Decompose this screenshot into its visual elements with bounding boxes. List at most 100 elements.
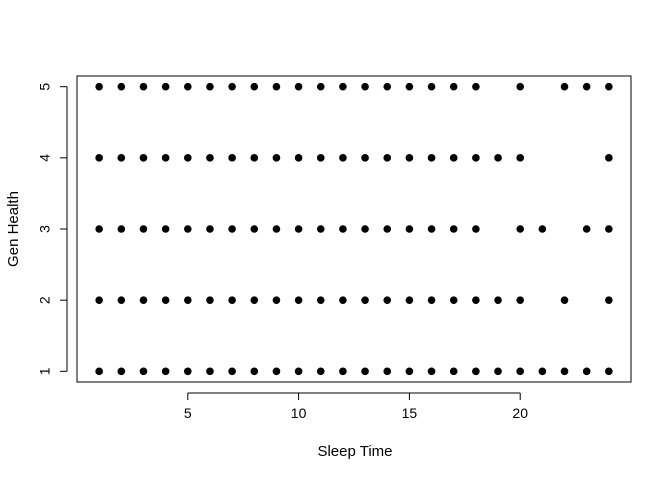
x-axis: 5 10 15 20 [184, 392, 528, 421]
data-point [139, 296, 148, 304]
y-tick-label: 2 [37, 296, 53, 304]
data-point [95, 82, 103, 91]
data-point [184, 367, 192, 376]
data-point [117, 296, 126, 304]
data-point [316, 154, 325, 162]
data-point [427, 225, 436, 233]
data-point [516, 154, 524, 162]
data-point [582, 367, 591, 376]
data-point [228, 82, 236, 91]
data-point [250, 82, 259, 91]
data-point [472, 154, 480, 162]
y-tick-label: 3 [37, 225, 53, 233]
data-point [427, 367, 436, 376]
data-point [472, 367, 480, 376]
data-point [405, 154, 414, 162]
data-point [560, 367, 569, 376]
data-point [605, 225, 613, 233]
data-point [250, 225, 259, 233]
data-point [250, 154, 259, 162]
data-point [516, 82, 524, 91]
data-point [449, 82, 458, 91]
data-point [95, 154, 103, 162]
data-point [272, 296, 281, 304]
data-point [516, 225, 524, 233]
data-point [95, 296, 103, 304]
x-tick-label: 20 [512, 405, 528, 421]
data-point [361, 82, 369, 91]
data-point [294, 154, 303, 162]
data-point [206, 296, 214, 304]
data-point [405, 367, 414, 376]
data-point [405, 82, 414, 91]
data-point [316, 225, 325, 233]
data-point [605, 367, 613, 376]
y-tick-label: 5 [37, 83, 53, 91]
data-point [361, 367, 369, 376]
data-point [605, 82, 613, 91]
points-layer [95, 82, 613, 376]
x-tick-label: 5 [184, 405, 192, 421]
data-point [250, 296, 259, 304]
data-point [272, 154, 281, 162]
data-point [494, 296, 502, 304]
data-point [605, 296, 613, 304]
data-point [405, 225, 414, 233]
data-point [184, 225, 192, 233]
data-point [339, 154, 347, 162]
data-point [316, 367, 325, 376]
data-point [582, 82, 591, 91]
data-point [427, 296, 436, 304]
data-point [538, 367, 547, 376]
data-point [161, 225, 170, 233]
y-axis: 1 2 3 4 5 [37, 83, 68, 375]
data-point [161, 367, 170, 376]
data-point [139, 154, 148, 162]
plot-frame [76, 75, 632, 383]
x-tick-label: 15 [402, 405, 418, 421]
y-axis-label: Gen Health [5, 191, 22, 267]
data-point [538, 225, 547, 233]
data-point [405, 296, 414, 304]
data-point [361, 296, 369, 304]
data-point [339, 225, 347, 233]
data-point [272, 367, 281, 376]
data-point [316, 82, 325, 91]
data-point [361, 225, 369, 233]
data-point [294, 367, 303, 376]
y-tick-label: 4 [37, 154, 53, 162]
data-point [228, 154, 236, 162]
y-tick-label: 1 [37, 367, 53, 375]
data-point [449, 154, 458, 162]
data-point [383, 154, 392, 162]
data-point [383, 367, 392, 376]
data-point [449, 225, 458, 233]
data-point [560, 296, 569, 304]
data-point [184, 82, 192, 91]
data-point [449, 367, 458, 376]
data-point [294, 296, 303, 304]
y-ticks: 1 2 3 4 5 [37, 83, 67, 375]
data-point [383, 296, 392, 304]
data-point [250, 367, 259, 376]
x-ticks: 5 10 15 20 [184, 393, 528, 421]
data-point [383, 225, 392, 233]
data-point [516, 296, 524, 304]
data-point [361, 154, 369, 162]
data-point [605, 154, 613, 162]
data-point [339, 82, 347, 91]
data-point [449, 296, 458, 304]
data-point [427, 154, 436, 162]
data-point [339, 367, 347, 376]
data-point [228, 367, 236, 376]
data-point [228, 296, 236, 304]
data-point [272, 225, 281, 233]
data-point [494, 367, 502, 376]
data-point [472, 296, 480, 304]
data-point [139, 82, 148, 91]
data-point [184, 154, 192, 162]
data-point [228, 225, 236, 233]
data-point [472, 82, 480, 91]
